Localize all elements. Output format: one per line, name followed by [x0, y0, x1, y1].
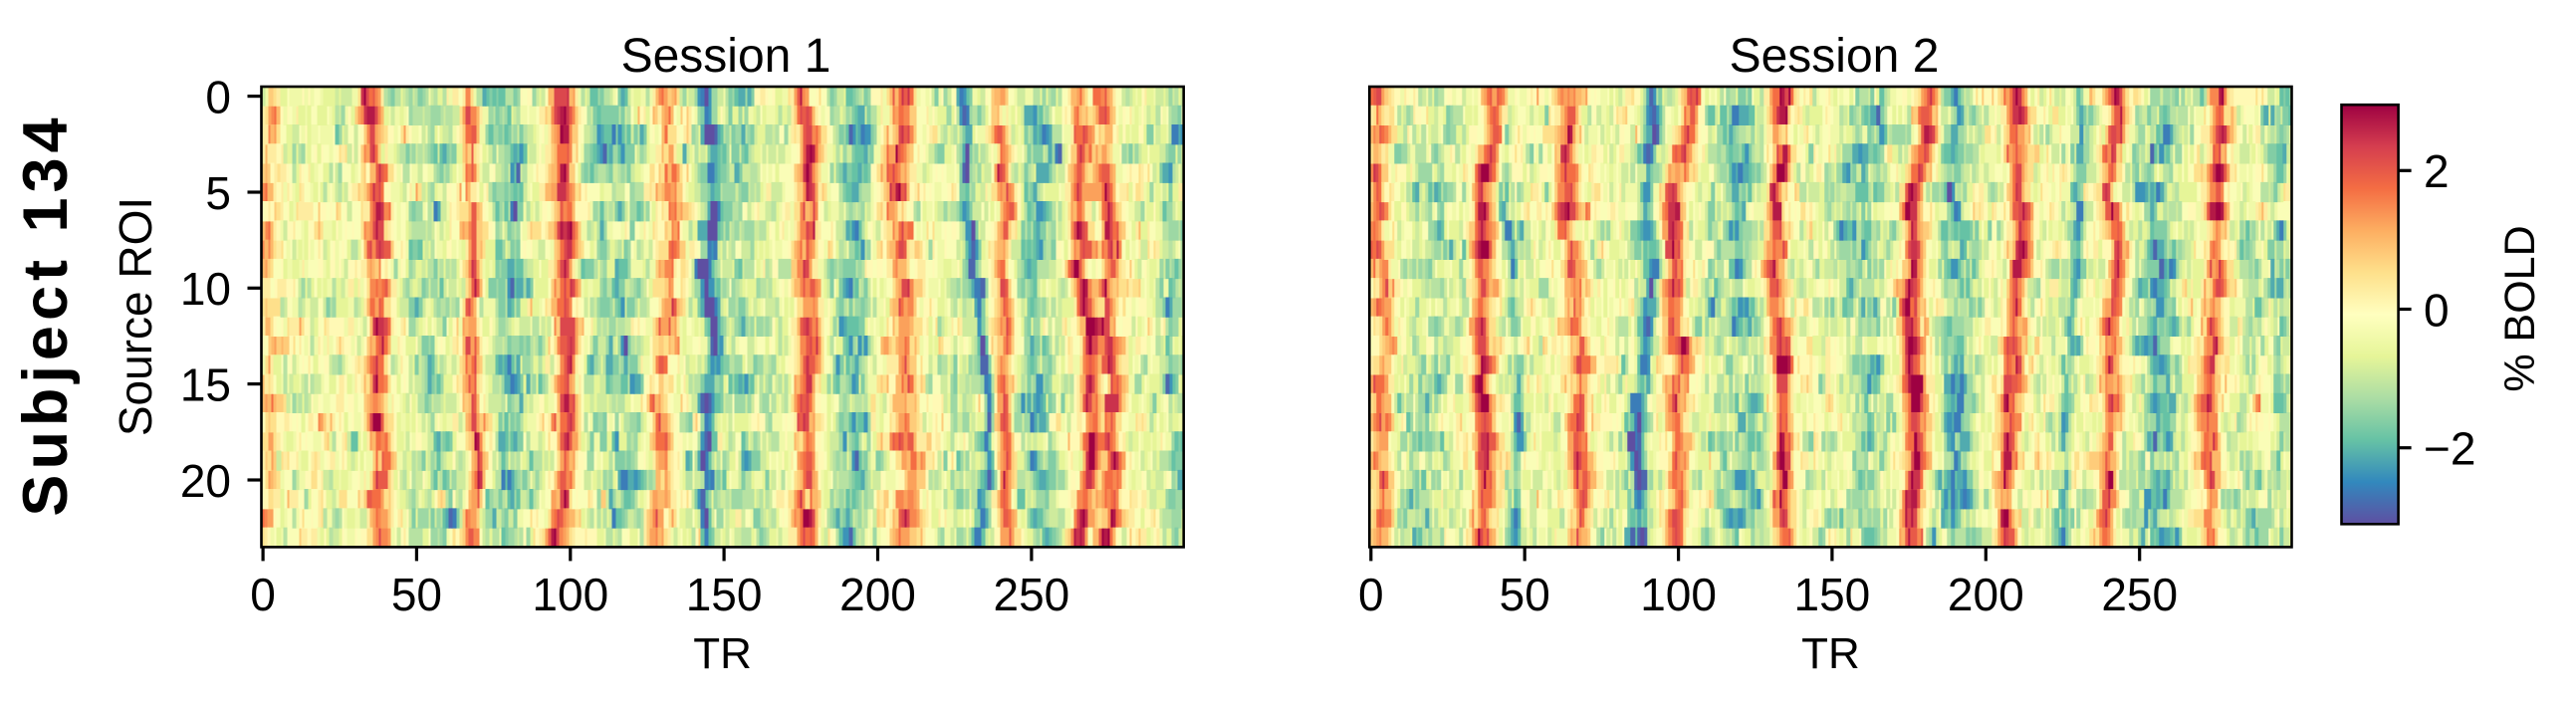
svg-text:TR: TR [1801, 629, 1860, 678]
svg-text:20: 20 [180, 455, 231, 507]
svg-text:100: 100 [532, 569, 608, 620]
svg-text:% BOLD: % BOLD [2496, 225, 2544, 391]
svg-text:Source ROI: Source ROI [110, 197, 161, 436]
svg-text:Subject 134: Subject 134 [11, 113, 81, 516]
svg-text:10: 10 [180, 263, 231, 315]
svg-text:2: 2 [2424, 145, 2450, 197]
svg-text:5: 5 [205, 167, 231, 219]
svg-text:0: 0 [205, 71, 231, 122]
svg-text:250: 250 [2101, 569, 2178, 620]
svg-text:200: 200 [1948, 569, 2024, 620]
svg-text:0: 0 [1358, 569, 1384, 620]
svg-text:100: 100 [1640, 569, 1717, 620]
svg-text:TR: TR [693, 629, 752, 678]
svg-text:250: 250 [994, 569, 1070, 620]
svg-text:Session 2: Session 2 [1730, 30, 1940, 83]
svg-text:15: 15 [180, 358, 231, 410]
svg-text:50: 50 [1500, 569, 1550, 620]
svg-text:150: 150 [686, 569, 763, 620]
svg-text:0: 0 [2424, 284, 2450, 336]
svg-text:50: 50 [391, 569, 442, 620]
svg-text:200: 200 [839, 569, 916, 620]
svg-text:Session 1: Session 1 [621, 30, 831, 83]
svg-text:0: 0 [250, 569, 276, 620]
svg-text:−2: −2 [2424, 423, 2475, 475]
svg-text:150: 150 [1794, 569, 1871, 620]
